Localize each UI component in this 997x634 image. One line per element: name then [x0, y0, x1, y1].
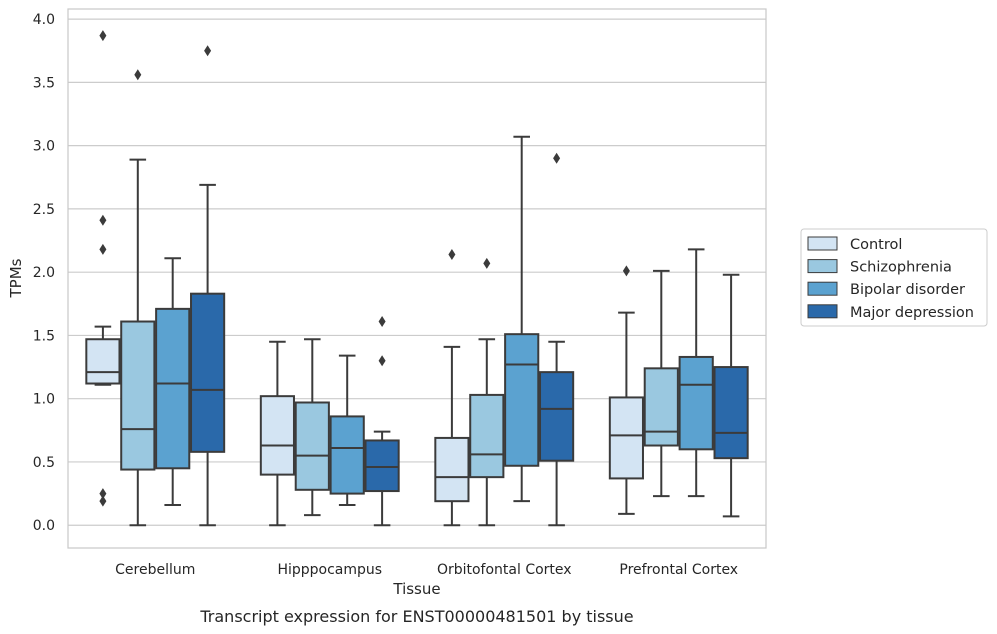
box-iqr	[364, 439, 400, 493]
legend-swatch	[807, 281, 838, 296]
y-tick-label: 1.5	[33, 328, 55, 344]
outlier-point	[378, 316, 386, 328]
x-tick-labels: Cerebellum Hipppocampus Orbitofontal Corte…	[115, 562, 738, 578]
box-iqr	[469, 393, 505, 479]
outlier-point	[622, 265, 630, 277]
y-tick-label: 0.5	[33, 455, 55, 471]
outlier-point	[99, 30, 107, 42]
box-iqr	[259, 395, 295, 476]
legend-swatch	[807, 259, 838, 274]
box-iqr	[504, 333, 540, 467]
plot-frame	[67, 8, 767, 549]
box-3-2	[678, 248, 714, 498]
box-0-3	[190, 45, 226, 527]
box-iqr	[294, 401, 330, 491]
outlier-point	[204, 45, 212, 57]
y-tick-label: 2.5	[33, 202, 55, 218]
legend: Control Schizophrenia Bipolar disorder Majo…	[800, 228, 988, 327]
box-iqr	[329, 415, 365, 495]
x-tick-label: Hipppocampus	[277, 562, 382, 578]
outlier-point	[99, 495, 107, 507]
legend-label: Schizophrenia	[850, 260, 952, 276]
legend-items: Control Schizophrenia Bipolar disorder Majo…	[807, 236, 974, 321]
legend-label: Control	[850, 237, 902, 253]
box-1-0	[259, 340, 295, 527]
x-axis-label: Tissue	[392, 580, 440, 598]
legend-label: Bipolar disorder	[850, 282, 965, 298]
x-tick-label: Cerebellum	[115, 562, 195, 578]
box-3-3	[713, 273, 749, 518]
x-tick-label: Orbitofontal Cortex	[437, 562, 572, 578]
outlier-point	[378, 355, 386, 367]
box-3-0	[608, 265, 644, 515]
box-iqr	[190, 292, 226, 453]
outlier-point	[134, 69, 142, 81]
y-tick-label: 2.0	[33, 265, 55, 281]
legend-label: Major depression	[850, 305, 974, 321]
x-tick-label: Prefrontal Cortex	[619, 562, 738, 578]
y-tick-labels: 0.0 0.5 1.0 1.5 2.0 2.5 3.0 3.5 4.0	[33, 12, 55, 534]
legend-frame	[800, 228, 988, 327]
box-2-0	[434, 248, 470, 527]
box-iqr	[678, 355, 714, 451]
outlier-point	[483, 257, 491, 269]
box-2-1	[469, 257, 505, 527]
box-iqr	[434, 436, 470, 503]
box-1-3	[364, 316, 400, 527]
box-0-2	[155, 257, 191, 506]
box-2-2	[504, 135, 540, 503]
box-iqr	[608, 396, 644, 480]
box-iqr	[643, 367, 679, 447]
legend-swatch	[807, 304, 838, 319]
box-1-2	[329, 354, 365, 506]
box-3-1	[643, 269, 679, 498]
outlier-point	[553, 152, 561, 164]
outlier-point	[99, 214, 107, 226]
box-iqr	[120, 320, 156, 471]
y-tick-label: 4.0	[33, 12, 55, 28]
outlier-point	[448, 248, 456, 260]
y-tick-label: 3.5	[33, 75, 55, 91]
outlier-point	[99, 488, 107, 500]
box-0-0	[85, 30, 121, 507]
box-2-3	[539, 152, 575, 527]
box-0-1	[120, 69, 156, 527]
chart-caption: Transcript expression for ENST0000048150…	[199, 607, 633, 626]
y-axis-label: TPMs	[7, 258, 25, 298]
box-iqr	[539, 371, 575, 462]
legend-swatch	[807, 236, 838, 251]
box-1-1	[294, 338, 330, 517]
plot-layer	[85, 30, 749, 527]
y-tick-label: 3.0	[33, 139, 55, 155]
y-tick-label: 0.0	[33, 518, 55, 534]
box-iqr	[155, 307, 191, 470]
y-tick-label: 1.0	[33, 392, 55, 408]
box-iqr	[713, 366, 749, 460]
outlier-point	[99, 243, 107, 255]
box-iqr	[85, 338, 121, 385]
